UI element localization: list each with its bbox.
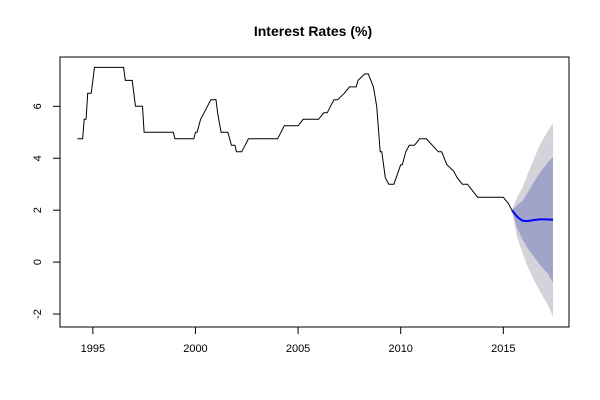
- y-tick-label: 0: [32, 259, 44, 265]
- x-tick-label: 2010: [388, 343, 412, 355]
- plot-area: [59, 56, 570, 328]
- x-tick-label: 1995: [81, 343, 105, 355]
- forecast-line: [511, 209, 554, 223]
- y-tick-label: 6: [32, 103, 44, 109]
- x-tick-label: 2015: [491, 343, 515, 355]
- y-tick-label: 2: [32, 207, 44, 213]
- y-tick-label: 4: [32, 155, 44, 161]
- plot-box: [59, 56, 570, 328]
- x-tick-label: 2000: [183, 343, 207, 355]
- x-tick-label: 2005: [286, 343, 310, 355]
- history-line: [77, 66, 513, 211]
- chart-title: Interest Rates (%): [254, 23, 372, 39]
- y-axis: -2 0 2 4 6: [32, 103, 61, 319]
- y-tick-label: -2: [32, 309, 44, 319]
- x-axis: 1995 2000 2005 2010 2015: [81, 326, 516, 355]
- history-layer: [77, 66, 513, 211]
- forecast-layer: [511, 209, 554, 223]
